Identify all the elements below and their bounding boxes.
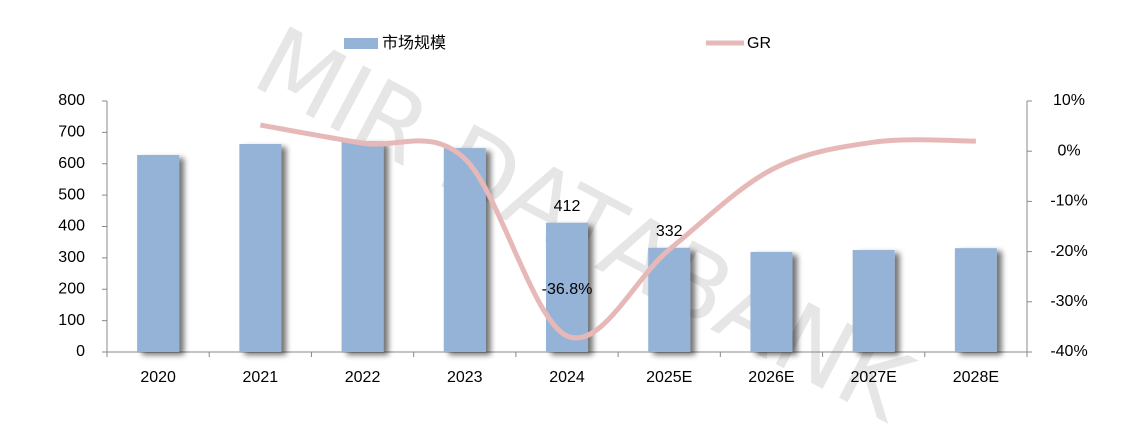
- x-tick-label: 2026E: [748, 369, 794, 386]
- data-label: -36.8%: [542, 281, 593, 298]
- y2-tick-label: -20%: [1050, 243, 1087, 260]
- bar: [954, 248, 997, 352]
- y-tick-label: 400: [58, 218, 85, 235]
- y2-tick-label: -30%: [1050, 293, 1087, 310]
- data-label: 332: [656, 223, 683, 240]
- bar: [750, 251, 793, 352]
- y-tick-label: 200: [58, 280, 85, 297]
- y-tick-label: 700: [58, 124, 85, 141]
- y-tick-label: 500: [58, 186, 85, 203]
- x-tick-label: 2027E: [851, 369, 897, 386]
- data-label: 412: [554, 198, 581, 215]
- y-tick-label: 0: [76, 343, 85, 360]
- x-tick-label: 2024: [549, 369, 585, 386]
- legend-label: 市场规模: [382, 34, 446, 52]
- x-tick-label: 2022: [345, 369, 381, 386]
- legend-label: GR: [747, 35, 771, 52]
- x-tick-label: 2028E: [953, 369, 999, 386]
- x-tick-label: 2021: [243, 369, 279, 386]
- bar: [852, 250, 895, 352]
- line: [259, 122, 976, 341]
- bar: [341, 141, 384, 352]
- y2-tick-label: 10%: [1053, 92, 1085, 109]
- x-tick-label: 2023: [447, 369, 483, 386]
- bar: [443, 148, 486, 352]
- legend-swatch: [344, 38, 378, 49]
- x-tick-label: 2020: [140, 369, 176, 386]
- bar: [546, 222, 588, 352]
- x-tick-label: 2025E: [646, 369, 692, 386]
- y-tick-label: 300: [58, 249, 85, 266]
- y2-tick-label: 0%: [1057, 142, 1080, 159]
- bar: [239, 143, 282, 352]
- y-tick-label: 800: [58, 92, 85, 109]
- bar: [137, 154, 180, 352]
- y-tick-label: 100: [58, 312, 85, 329]
- y-tick-label: 600: [58, 155, 85, 172]
- y2-tick-label: -10%: [1050, 193, 1087, 210]
- y2-tick-label: -40%: [1050, 343, 1087, 360]
